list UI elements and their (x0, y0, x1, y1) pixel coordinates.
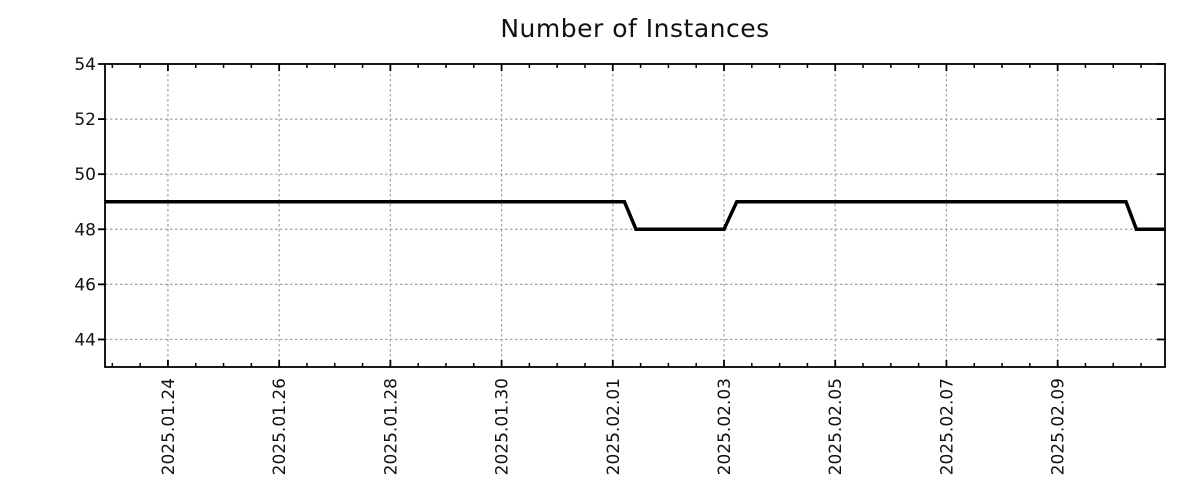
y-tick-label: 50 (74, 165, 96, 185)
y-tick-label: 48 (74, 220, 96, 240)
x-tick-label: 2025.02.01 (604, 378, 624, 475)
series-line (105, 199, 1165, 232)
x-tick-label: 2025.02.07 (937, 378, 957, 475)
y-tick-label: 52 (74, 110, 96, 130)
x-tick-label: 2025.02.03 (715, 378, 735, 475)
y-tick-label: 54 (74, 55, 96, 75)
x-tick-label: 2025.01.28 (381, 378, 401, 475)
x-tick-label: 2025.02.09 (1049, 378, 1069, 475)
x-tick-label: 2025.01.24 (159, 378, 179, 475)
chart-title: Number of Instances (500, 14, 770, 43)
y-tick-label: 46 (74, 275, 96, 295)
x-tick-label: 2025.01.30 (493, 378, 513, 475)
y-tick-label: 44 (74, 330, 96, 350)
x-tick-label: 2025.02.05 (826, 378, 846, 475)
plot-frame (104, 63, 1166, 368)
x-tick-label: 2025.01.26 (270, 378, 290, 475)
